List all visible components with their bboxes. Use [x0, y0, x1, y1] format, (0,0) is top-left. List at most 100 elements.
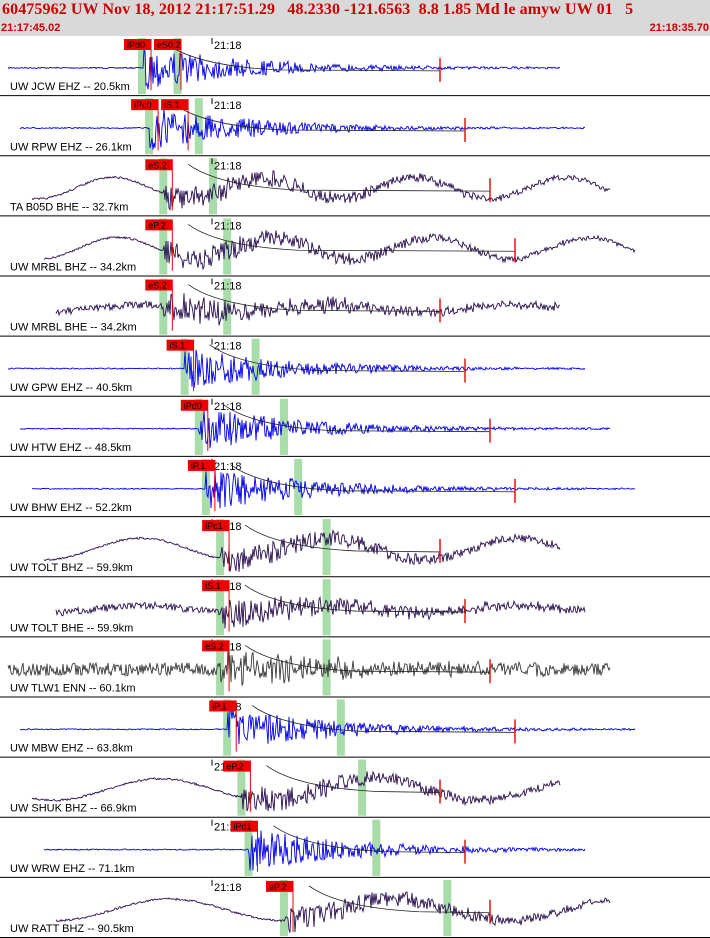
coda-curve — [230, 464, 516, 493]
pick-label: eP.2 — [226, 762, 243, 772]
waveform — [7, 49, 561, 90]
trace-row[interactable]: 21:18 eP.2 UW RATT BHZ -- 90.5km — [0, 879, 710, 938]
s-pick-band — [194, 98, 203, 155]
pick-label: iS.1 — [170, 341, 186, 351]
station-label: UW SHUK BHZ -- 66.9km — [10, 803, 137, 815]
window-end-time: 21:18:35.70 — [649, 22, 709, 34]
station-label: UW GPW EHZ -- 40.5km — [10, 382, 132, 394]
pick-flag[interactable] — [202, 580, 230, 592]
pick-flag[interactable] — [124, 39, 151, 50]
pick-flag[interactable] — [166, 339, 194, 351]
waveform — [55, 293, 561, 326]
p-pick-band — [145, 98, 154, 155]
minute-label: 21:18 — [214, 882, 242, 894]
p-pick-band — [216, 519, 225, 576]
trace-row[interactable]: 21:18 iPc0 iS.1 UW RPW EHZ -- 26.1km — [0, 98, 710, 157]
s-pick-band — [280, 398, 288, 455]
trace-row[interactable]: 21:18 eP.2 UW MRBL BHZ -- 34.2km — [0, 218, 710, 277]
trace-row[interactable]: 21:18 iS.1 UW GPW EHZ -- 40.5km — [0, 338, 710, 397]
pick-flag[interactable] — [223, 760, 251, 772]
station-label: UW BHW EHZ -- 52.2km — [10, 502, 132, 514]
coda-curve — [223, 404, 491, 433]
waveform — [7, 349, 586, 389]
trace-row[interactable]: 21:18 eS.2 UW MRBL BHE -- 34.2km — [0, 278, 710, 337]
s-pick-band — [372, 819, 381, 876]
waveform — [43, 529, 561, 572]
coda-curve — [273, 825, 466, 854]
minute-label: 21:18 — [214, 341, 242, 353]
station-label: UW WRW EHZ -- 71.1km — [10, 863, 134, 875]
window-start-time: 21:17:45.02 — [1, 22, 61, 34]
p-pick-band — [216, 579, 225, 636]
trace-row[interactable]: 21:18 iPd0 eS0.2 UW JCW EHZ -- 20.5km — [0, 38, 710, 97]
pick-flag[interactable] — [202, 520, 230, 532]
station-label: UW TOLT BHE -- 59.9km — [10, 622, 133, 634]
seismogram-panel[interactable]: 21:18 iPd0 eS0.2 UW JCW EHZ -- 20.5km 21:18 i… — [0, 36, 710, 938]
pick-label: eS.2 — [148, 281, 167, 291]
pick-label: eP.2 — [148, 220, 165, 230]
p-pick-band — [244, 819, 253, 876]
pick-flag[interactable] — [145, 219, 173, 231]
waveform — [7, 648, 611, 686]
coda-curve — [244, 524, 441, 553]
pick-label: iP.1 — [191, 461, 205, 471]
p-pick-band — [159, 218, 168, 275]
pick-label: iPd0 — [184, 401, 202, 411]
p-pick-band — [237, 759, 246, 816]
station-label: UW RPW EHZ -- 26.1km — [10, 141, 132, 153]
trace-row[interactable]: 21:18 iPd0 UW HTW EHZ -- 48.5km — [0, 398, 710, 457]
p-pick-band — [138, 38, 146, 95]
pick-flag[interactable] — [145, 279, 173, 291]
pick-flag[interactable] — [202, 640, 230, 652]
coda-curve — [244, 645, 491, 673]
station-label: UW MBW EHZ -- 63.8km — [10, 743, 133, 755]
s-pick-band — [322, 579, 331, 636]
minute-label: 21:18 — [214, 461, 242, 473]
event-header: 60475962 UW Nov 18, 2012 21:17:51.29 48.… — [0, 0, 710, 36]
pick-label: eS.2 — [148, 160, 167, 170]
coda-curve — [308, 885, 491, 914]
p-pick-band — [159, 158, 168, 215]
station-label: UW TOLT BHZ -- 59.9km — [10, 562, 133, 574]
pick-flag[interactable] — [154, 39, 181, 50]
pick-label: eP.2 — [269, 882, 286, 892]
s-pick-band — [173, 38, 182, 95]
pick-flag[interactable] — [161, 99, 189, 111]
pick-label: iP.1 — [212, 701, 226, 711]
station-label: UW RATT BHZ -- 90.5km — [10, 923, 134, 935]
trace-row[interactable]: 21:18iPc1UW TOLT BHZ -- 59.9km — [0, 519, 710, 578]
coda-curve — [209, 344, 466, 372]
pick-flag[interactable] — [209, 700, 237, 712]
waveform — [31, 770, 561, 812]
pick-flag[interactable] — [230, 820, 258, 832]
s-pick-band — [251, 338, 260, 395]
pick-label: iPd1 — [234, 822, 252, 832]
p-pick-band — [201, 458, 210, 516]
pick-flag[interactable] — [187, 459, 215, 471]
waveform — [19, 109, 586, 150]
pick-flag[interactable] — [266, 880, 293, 892]
trace-row[interactable]: 21:18 eS.2 TA B05D BHE -- 32.7km — [0, 158, 710, 217]
pick-flag[interactable] — [145, 159, 173, 171]
pick-flag[interactable] — [131, 99, 159, 111]
waveform — [19, 708, 636, 745]
waveform — [19, 410, 611, 449]
coda-curve — [251, 705, 516, 733]
minute-label: 21:18 — [214, 40, 242, 52]
station-label: UW MRBL BHZ -- 34.2km — [10, 262, 136, 274]
station-label: TA B05D BHE -- 32.7km — [10, 201, 128, 213]
pick-flag[interactable] — [180, 399, 208, 411]
minute-label: 21:18 — [214, 100, 242, 112]
coda-curve — [188, 284, 441, 312]
pick-label: iS.1 — [164, 100, 180, 110]
minute-label: 21:18 — [214, 401, 242, 413]
p-pick-band — [280, 879, 288, 936]
trace-row[interactable]: 21:18 iP.1 UW BHW EHZ -- 52.2km — [0, 458, 710, 518]
event-title: 60475962 UW Nov 18, 2012 21:17:51.29 48.… — [2, 1, 634, 18]
s-pick-band — [336, 699, 345, 756]
